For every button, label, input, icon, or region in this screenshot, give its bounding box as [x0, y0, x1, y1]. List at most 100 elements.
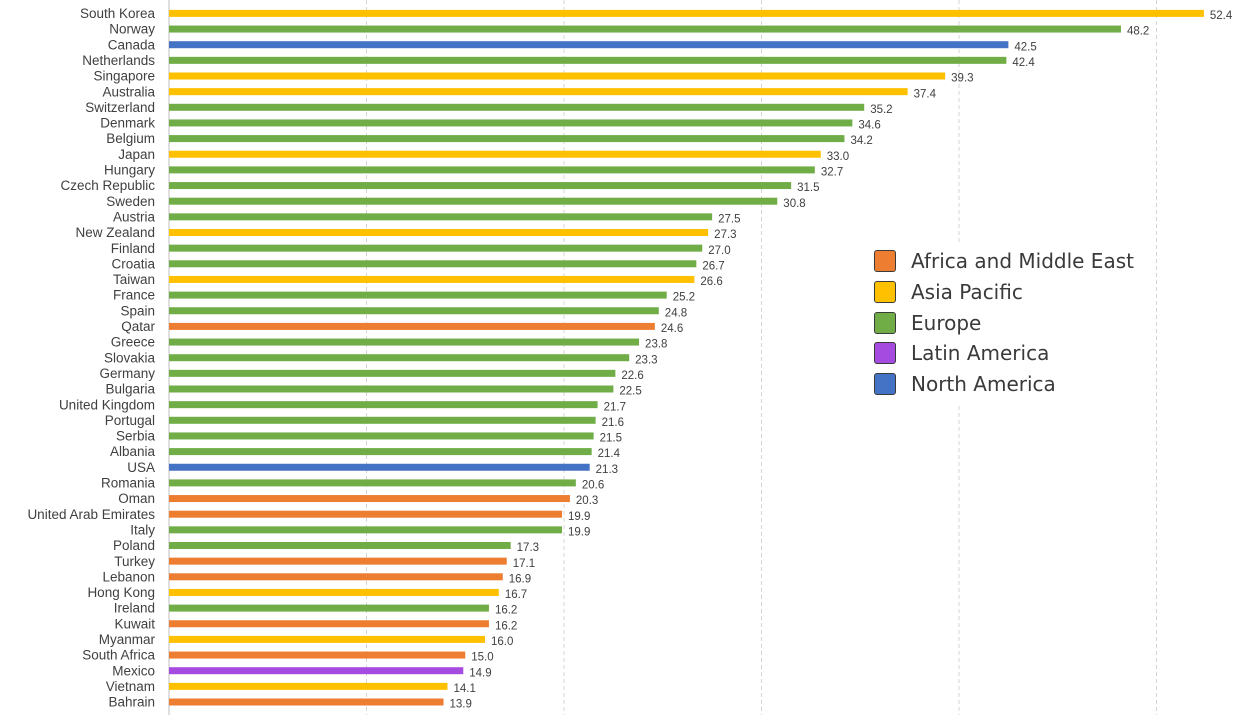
data-label: 27.5	[718, 213, 740, 225]
legend-item: North America	[874, 369, 1134, 400]
bar	[169, 150, 821, 158]
category-label: Taiwan	[113, 272, 155, 287]
data-label: 21.6	[602, 417, 624, 429]
data-label: 19.9	[568, 511, 590, 523]
data-label: 15.0	[471, 652, 493, 664]
data-label: 24.6	[661, 323, 683, 335]
category-label: Canada	[108, 37, 156, 52]
bar	[169, 9, 1204, 17]
bar	[169, 119, 853, 127]
bar	[169, 260, 697, 268]
data-label: 17.1	[513, 558, 535, 570]
legend-label: Asia Pacific	[911, 280, 1023, 305]
data-label: 20.6	[582, 480, 604, 492]
bar	[169, 213, 713, 221]
bar	[169, 463, 590, 471]
data-label: 30.8	[783, 198, 805, 210]
bar	[169, 698, 444, 706]
data-label: 20.3	[576, 495, 598, 507]
legend-label: Africa and Middle East	[911, 249, 1134, 274]
bar	[169, 244, 703, 252]
data-label: 52.4	[1210, 10, 1233, 22]
category-label: Spain	[120, 303, 155, 318]
data-label: 21.3	[596, 464, 618, 476]
bar	[169, 166, 815, 174]
bar	[169, 448, 592, 456]
bar	[169, 56, 1007, 64]
category-label: Vietnam	[106, 679, 155, 694]
bar	[169, 635, 485, 643]
data-label: 34.2	[850, 135, 872, 147]
category-label: Australia	[102, 84, 155, 99]
data-label: 16.2	[495, 620, 517, 632]
bar	[169, 416, 596, 424]
category-label: Switzerland	[85, 100, 155, 115]
data-label: 27.0	[708, 245, 730, 257]
category-label: France	[113, 288, 155, 303]
category-labels: South KoreaNorwayCanadaNetherlandsSingap…	[27, 6, 155, 710]
legend: Africa and Middle East Asia Pacific Europe…	[872, 242, 1142, 406]
data-label: 48.2	[1127, 26, 1149, 38]
category-label: Germany	[99, 366, 155, 381]
bar	[169, 573, 503, 581]
category-label: New Zealand	[75, 225, 155, 240]
category-label: Greece	[111, 335, 155, 350]
bar	[169, 510, 563, 518]
category-label: Oman	[118, 491, 155, 506]
legend-label: Europe	[911, 310, 982, 335]
data-label: 37.4	[914, 88, 937, 100]
data-label: 14.9	[469, 667, 491, 679]
legend-swatch	[874, 250, 896, 273]
category-label: Croatia	[111, 256, 155, 271]
data-label: 33.0	[827, 151, 849, 163]
data-label: 16.9	[509, 573, 531, 585]
data-label: 21.7	[604, 401, 626, 413]
category-label: Lebanon	[102, 569, 155, 584]
data-label: 24.8	[665, 307, 687, 319]
data-label: 23.8	[645, 339, 667, 351]
category-label: Netherlands	[82, 53, 155, 68]
category-label: Ireland	[114, 601, 155, 616]
data-label: 16.2	[495, 605, 517, 617]
category-label: Sweden	[106, 194, 155, 209]
category-label: Bulgaria	[105, 382, 155, 397]
data-label: 35.2	[870, 104, 892, 116]
category-label: Hong Kong	[87, 585, 155, 600]
bar	[169, 307, 659, 315]
category-label: Serbia	[116, 429, 156, 444]
data-label: 17.3	[517, 542, 539, 554]
bar	[169, 620, 489, 628]
data-label: 26.7	[702, 260, 724, 272]
bar	[169, 135, 845, 143]
data-label: 26.6	[700, 276, 722, 288]
bar	[169, 275, 695, 283]
data-label: 14.1	[453, 683, 475, 695]
bar	[169, 197, 778, 205]
bar	[169, 604, 489, 612]
legend-swatch	[874, 373, 896, 396]
bar	[169, 229, 709, 236]
bar	[169, 542, 511, 549]
data-label: 21.5	[600, 433, 622, 445]
category-label: South Africa	[82, 648, 155, 663]
value-labels: 52.4 48.2 42.5 42.4 39.3 37.4 35.2 34.6 34.233.0…	[450, 10, 1233, 711]
bar	[169, 103, 865, 111]
data-label: 21.4	[598, 448, 621, 460]
bar	[169, 588, 499, 596]
bar	[169, 682, 448, 690]
legend-item: Africa and Middle East	[874, 246, 1134, 277]
category-label: Japan	[118, 147, 155, 162]
legend-swatch	[874, 281, 896, 304]
data-label: 22.5	[619, 386, 641, 398]
data-label: 19.9	[568, 526, 590, 538]
bar	[169, 479, 576, 487]
category-label: Albania	[110, 444, 156, 459]
data-label: 42.4	[1012, 57, 1035, 69]
category-label: Bahrain	[108, 695, 155, 710]
bar	[169, 526, 563, 534]
category-label: Belgium	[106, 131, 155, 146]
bar	[169, 401, 598, 409]
data-label: 25.2	[673, 292, 695, 304]
category-label: Kuwait	[114, 616, 155, 631]
